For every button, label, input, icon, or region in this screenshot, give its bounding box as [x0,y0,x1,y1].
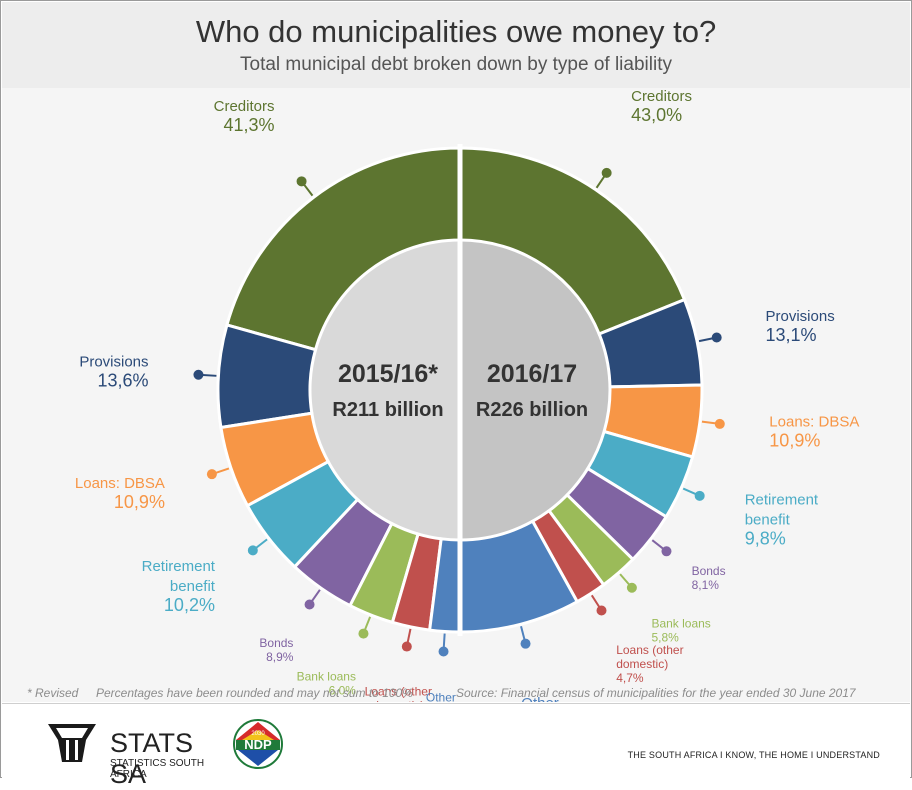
data-label-left-provisions: Provisions 13,6% [79,353,148,390]
data-label-right-other: Other18,3% [515,695,566,702]
ndp-logo-icon: NDP 2030 [233,719,283,769]
data-label-left-bonds: Bonds 8,9% [259,636,293,664]
center-total-left: R211 billion [332,399,443,421]
data-label-right-creditors: Creditors 43,0% [631,88,692,125]
ndp-logo-text: NDP [244,737,272,752]
footnote-source: Source: Financial census of municipaliti… [456,686,856,700]
leader-dot-left-loans-other-domestic [401,641,412,652]
leader-dot-left-provisions [193,369,204,380]
chart-title: Who do municipalities owe money to? [195,14,717,49]
center-disc-right [460,240,610,540]
data-label-right-bank-loans: Bank loans 5,8% [651,616,710,644]
header: Who do municipalities owe money to? Tota… [2,2,910,88]
leader-dot-left-loans-dbsa [206,469,217,480]
leader-dot-right-other [520,638,531,649]
leader-dot-right-loans-dbsa [714,418,725,429]
footer: STATS SA STATISTICS SOUTH AFRICA NDP 203… [2,703,910,789]
data-label-right-bonds: Bonds 8,1% [692,564,726,592]
center-year-right: 2016/17 [487,360,577,388]
leader-dot-left-bonds [304,599,315,610]
stats-sa-logo: STATS SA STATISTICS SOUTH AFRICA [42,718,217,789]
stats-sa-emblem-icon [48,724,96,762]
leader-dot-left-retirement-benefit [247,545,258,556]
center-total-right: R226 billion [476,399,588,421]
leader-dot-left-creditors [296,176,307,187]
data-label-left-bank-loans: Bank loans 6,0% [297,670,357,698]
leader-dot-right-creditors [601,167,612,178]
data-label-right-loans-dbsa: Loans: DBSA 10,9% [769,413,859,450]
center-disc-left [310,240,460,540]
ndp-2030-logo: NDP 2030 [232,718,284,770]
tagline: THE SOUTH AFRICA I KNOW, THE HOME I UNDE… [627,750,880,760]
leader-dot-right-provisions [711,332,722,343]
slice-left-creditors [225,146,462,352]
footnote-revised: * Revised [27,686,79,700]
leader-dot-right-loans-other-domestic [596,605,607,616]
data-label-left-other: Other4,0% [426,690,456,702]
leader-dot-left-other [438,646,449,657]
chart-subtitle: Total municipal debt broken down by type… [240,54,672,75]
center-year-left: 2015/16* [338,360,438,388]
data-label-right-retirement-benefit: Retirement benefit 9,8% [745,491,819,548]
data-label-left-loans-dbsa: Loans: DBSA 10,9% [75,475,165,512]
leader-dot-right-bonds [661,546,672,557]
data-label-right-provisions: Provisions 13,1% [766,308,835,345]
footnote-rounding: Percentages have been rounded and may no… [96,686,413,700]
slice-right-creditors [458,146,687,336]
data-label-left-creditors: Creditors 41,3% [214,98,275,135]
data-label-left-retirement-benefit: Retirement benefit 10,2% [142,558,216,615]
data-label-right-loans-other-domestic: Loans (other domestic) 4,7% [616,643,683,685]
chart-area: Creditors 41,3% Provisions 13,6% Loans: DBSA… [2,88,910,702]
leader-dot-right-bank-loans [626,582,637,593]
split-donut-chart: Creditors 41,3% Provisions 13,6% Loans: DBSA… [75,88,859,702]
leader-dot-right-retirement-benefit [694,490,705,501]
ndp-logo-year: 2030 [251,731,265,737]
leader-dot-left-bank-loans [358,628,369,639]
stats-sa-logo-subtext: STATISTICS SOUTH AFRICA [110,758,205,780]
